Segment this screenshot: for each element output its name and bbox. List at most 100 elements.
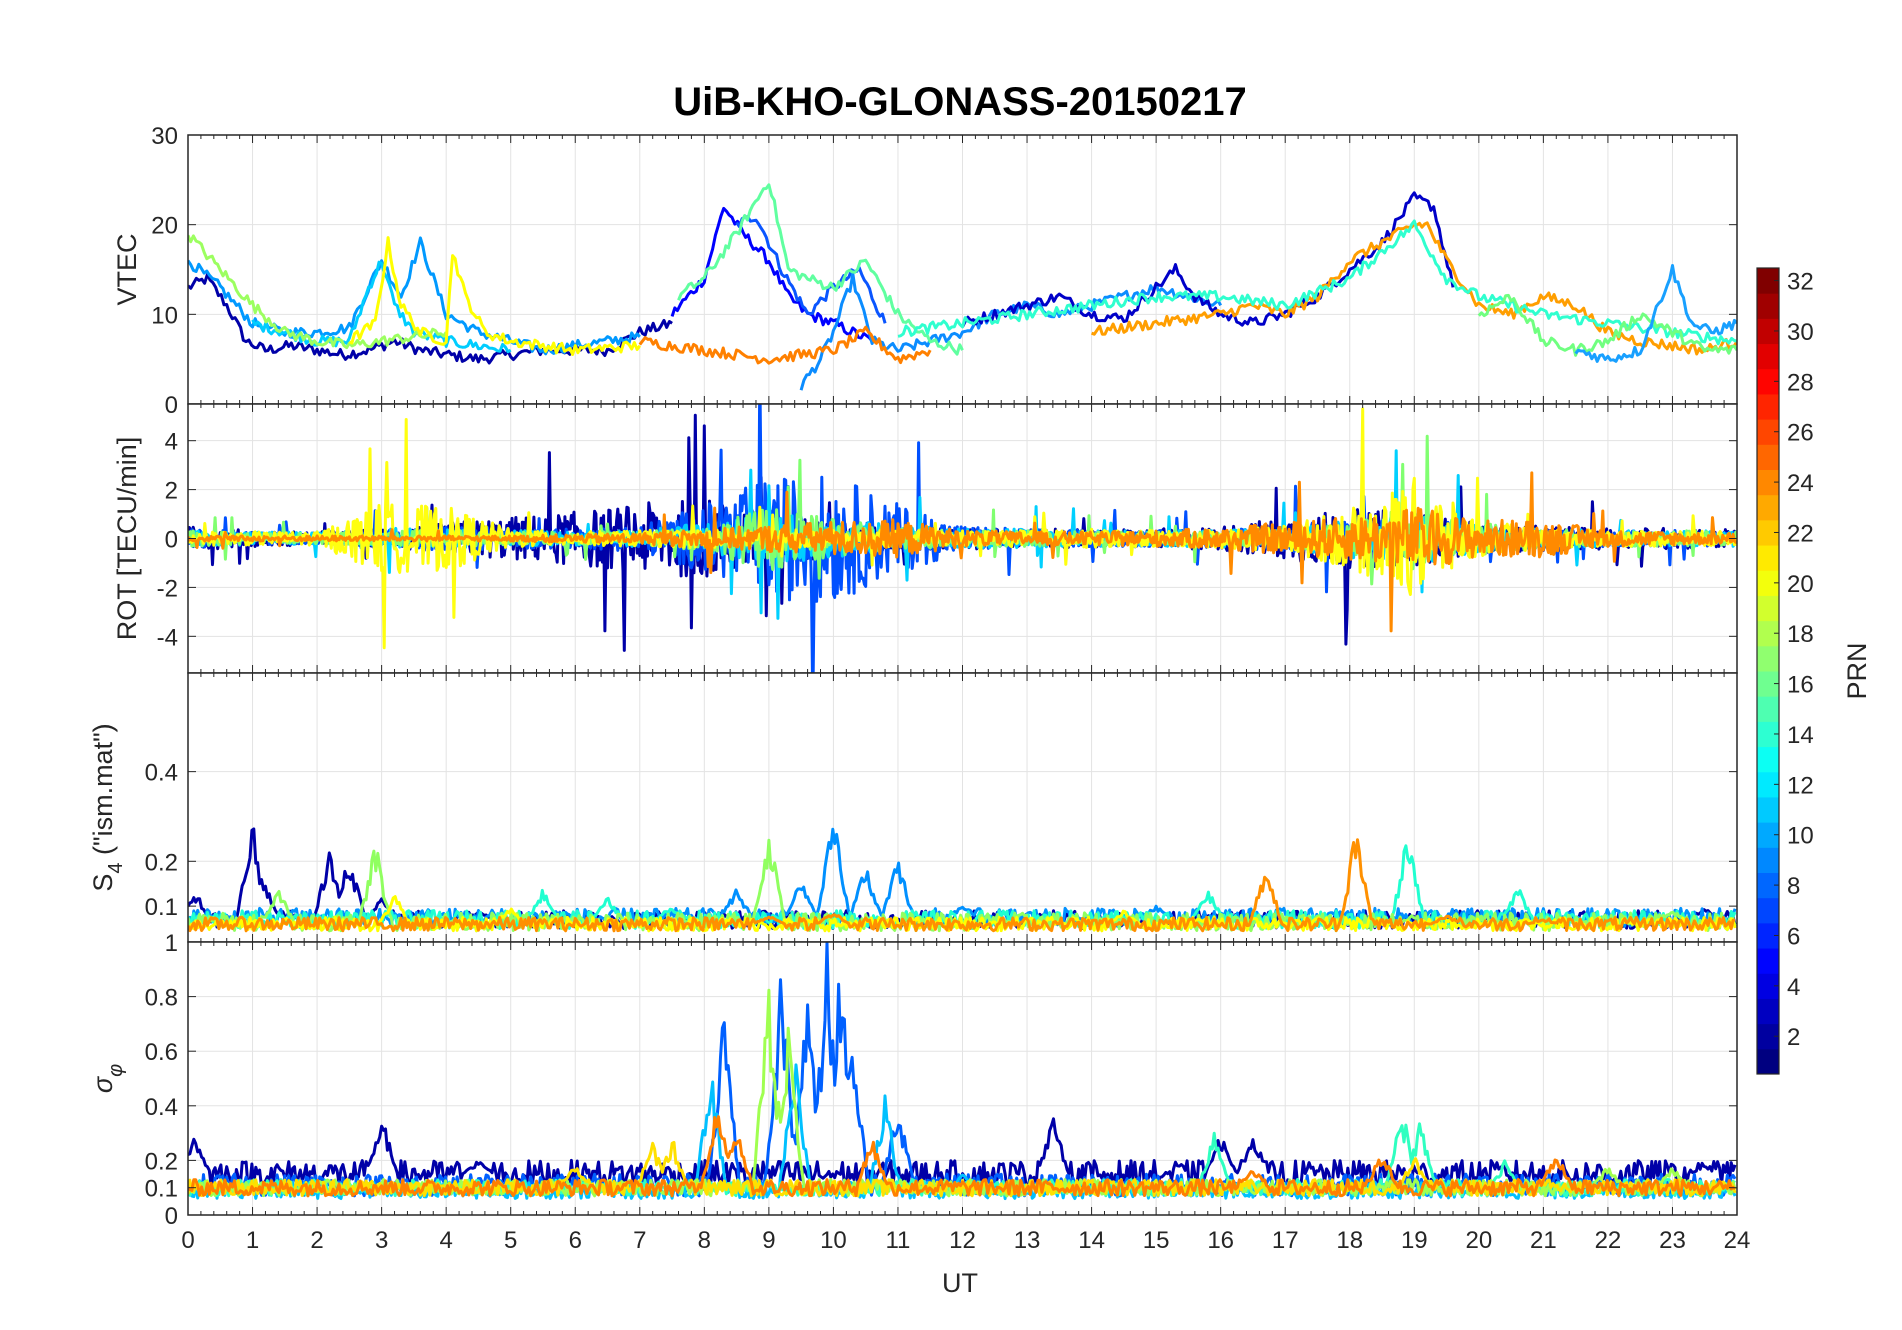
y-tick-label: 0 <box>165 1203 178 1230</box>
y-tick-label: 0 <box>165 392 178 419</box>
y-tick-label: 0.1 <box>145 894 178 921</box>
colorbar-segment <box>1757 822 1779 848</box>
colorbar-tick-label: 32 <box>1787 269 1814 296</box>
series-line-vtec-6 <box>961 191 1455 328</box>
chart-title: UiB-KHO-GLONASS-20150217 <box>673 80 1247 124</box>
x-tick-label: 23 <box>1659 1227 1686 1254</box>
x-tick-label: 7 <box>633 1227 646 1254</box>
colorbar-tick-label: 6 <box>1787 923 1800 950</box>
x-tick-label: 14 <box>1078 1227 1105 1254</box>
y-axis-label: σφ <box>88 1064 127 1093</box>
panel-rot: -4 -2 0 2 4 ROT [TECU/min] <box>112 403 1738 674</box>
colorbar-segment <box>1757 1048 1779 1075</box>
colorbar-segment <box>1757 948 1779 974</box>
series-line-vtec-13 <box>1477 293 1737 357</box>
x-tick-label: 24 <box>1724 1227 1751 1254</box>
y-tick-label: 30 <box>151 123 178 150</box>
colorbar-tick-label: 18 <box>1787 621 1814 648</box>
x-tick-label: 19 <box>1401 1227 1428 1254</box>
colorbar-segment <box>1757 746 1779 773</box>
colorbar-tick-label: 16 <box>1787 672 1814 699</box>
colorbar-segment <box>1757 897 1779 924</box>
series-group-vtec <box>188 183 1737 391</box>
colorbar-tick-label: 26 <box>1787 420 1814 447</box>
y-tick-label: 0.1 <box>145 1176 178 1203</box>
series-line-s4-5 <box>188 838 1736 933</box>
series-line-rot-4 <box>188 407 1737 650</box>
panel-sigma_phi: 00.10.2 0.4 0.6 0.8 1 σφ <box>88 930 1738 1230</box>
series-line-vtec-2 <box>735 215 887 324</box>
colorbar-segment <box>1757 595 1779 622</box>
colorbar-segment <box>1757 922 1779 949</box>
x-tick-label: 22 <box>1595 1227 1622 1254</box>
y-tick-label: 10 <box>151 302 178 329</box>
series-line-sigma_phi-5 <box>188 1140 1737 1198</box>
x-tick-label: 0 <box>181 1227 194 1254</box>
x-tick-label: 11 <box>885 1227 910 1254</box>
colorbar-segment <box>1757 519 1779 546</box>
colorbar-tick-label: 24 <box>1787 470 1814 497</box>
colorbar-segment <box>1757 1023 1779 1050</box>
x-axis-label: UT <box>942 1268 978 1298</box>
series-group-sigma_phi <box>188 942 1737 1201</box>
x-tick-label: 21 <box>1530 1227 1557 1254</box>
colorbar-segment <box>1757 293 1779 319</box>
x-tick-label: 13 <box>1014 1227 1041 1254</box>
x-tick-label: 15 <box>1143 1227 1170 1254</box>
colorbar-label: PRN <box>1842 642 1872 699</box>
y-tick-label: 2 <box>165 478 178 505</box>
colorbar-segment <box>1757 696 1779 722</box>
x-tick-label: 12 <box>949 1227 976 1254</box>
colorbar-tick-label: 10 <box>1787 823 1814 850</box>
series-line-vtec-12 <box>897 219 1737 346</box>
colorbar-tick-label: 30 <box>1787 319 1814 346</box>
y-tick-label: 0.4 <box>145 760 178 787</box>
colorbar-segment <box>1757 343 1779 370</box>
colorbar-segment <box>1757 419 1779 445</box>
colorbar-tick-label: 4 <box>1787 974 1800 1001</box>
y-axis-label: VTEC <box>112 233 142 305</box>
y-tick-label: 0.8 <box>145 985 178 1012</box>
colorbar-segment <box>1757 268 1779 294</box>
x-tick-label: 1 <box>246 1227 259 1254</box>
y-tick-label: 4 <box>165 429 178 456</box>
colorbar-segment <box>1757 671 1779 697</box>
colorbar-segment <box>1757 570 1779 596</box>
y-tick-label: 0.2 <box>145 849 178 876</box>
y-tick-label: 0 <box>165 527 178 554</box>
series-line-vtec-10 <box>638 325 932 365</box>
colorbar-segment <box>1757 771 1779 798</box>
colorbar-segment <box>1757 393 1779 420</box>
y-tick-label: 0.2 <box>145 1148 178 1175</box>
series-line-vtec-8 <box>188 234 448 350</box>
series-line-vtec-5 <box>799 272 1223 391</box>
colorbar-tick-label: 12 <box>1787 772 1814 799</box>
colorbar-segment <box>1757 796 1779 823</box>
colorbar-tick-label: 2 <box>1787 1024 1800 1051</box>
series-group-rot <box>188 404 1737 673</box>
x-tick-label: 9 <box>762 1227 775 1254</box>
y-axis-label: S4 ("ism.mat") <box>88 723 127 891</box>
series-group-s4 <box>188 827 1737 933</box>
y-tick-label: 0.6 <box>145 1039 178 1066</box>
colorbar-tick-label: 14 <box>1787 722 1814 749</box>
colorbar-segment <box>1757 494 1779 521</box>
x-tick-label: 8 <box>698 1227 711 1254</box>
series-line-vtec-9 <box>348 236 642 356</box>
colorbar-segment <box>1757 444 1779 470</box>
colorbar-tick-label: 20 <box>1787 571 1814 598</box>
colorbar-segment <box>1757 645 1779 672</box>
series-line-rot-5 <box>188 471 1737 633</box>
y-tick-label: -4 <box>157 624 178 651</box>
colorbar-tick-label: 22 <box>1787 520 1814 547</box>
x-tick-label: 18 <box>1336 1227 1363 1254</box>
panel-vtec: 0 10 20 30 VTEC <box>112 123 1738 419</box>
x-tick-label: 20 <box>1465 1227 1492 1254</box>
colorbar-segment <box>1757 998 1779 1025</box>
y-tick-label: 0.4 <box>145 1094 178 1121</box>
y-axis-label: ROT [TECU/min] <box>112 437 142 641</box>
x-tick-label: 4 <box>439 1227 452 1254</box>
